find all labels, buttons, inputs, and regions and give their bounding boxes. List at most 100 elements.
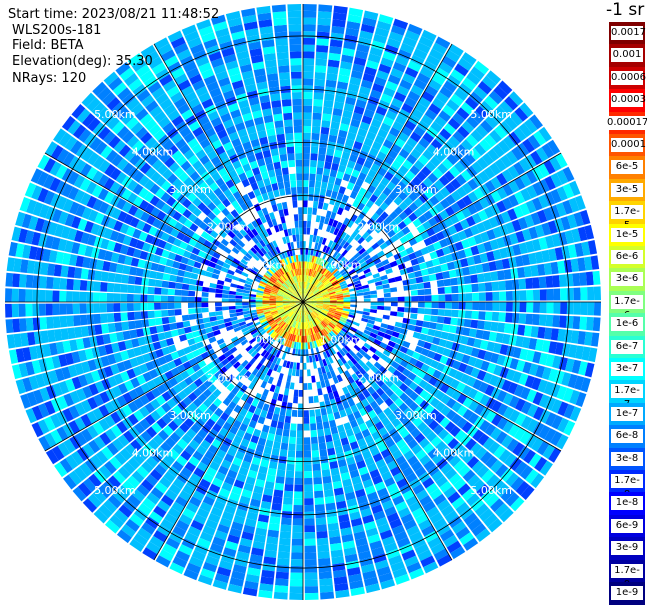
- ppi-cell: [42, 343, 52, 357]
- ppi-cell: [287, 311, 294, 317]
- ppi-cell: [260, 340, 267, 348]
- ppi-cell: [410, 54, 425, 66]
- ppi-cell: [253, 352, 261, 360]
- ppi-cell: [197, 428, 208, 439]
- ppi-cell: [346, 181, 355, 191]
- ppi-cell: [370, 294, 378, 299]
- ppi-cell: [255, 362, 263, 371]
- ppi-cell: [316, 537, 329, 546]
- ppi-cell: [241, 531, 254, 541]
- ppi-cell: [275, 350, 281, 358]
- ppi-cell: [343, 251, 351, 259]
- ppi-cell: [79, 280, 88, 291]
- ppi-cell: [334, 360, 341, 369]
- ppi-cell: [318, 314, 325, 321]
- ppi-cell: [169, 531, 184, 544]
- ppi-cell: [350, 214, 358, 223]
- ppi-cell: [377, 357, 386, 366]
- ppi-cell: [356, 156, 366, 166]
- ppi-cell: [126, 475, 140, 489]
- ppi-cell: [317, 388, 323, 396]
- ppi-cell: [310, 276, 314, 284]
- ppi-cell: [242, 352, 251, 360]
- ppi-cell: [344, 345, 351, 353]
- ppi-cell: [499, 224, 509, 236]
- ppi-cell: [446, 99, 460, 112]
- ppi-cell: [342, 443, 352, 453]
- ppi-cell: [444, 450, 457, 463]
- ppi-cell: [303, 112, 312, 120]
- ppi-cell: [130, 377, 141, 389]
- ppi-cell: [308, 403, 315, 411]
- ppi-cell: [497, 322, 506, 333]
- ppi-cell: [333, 5, 348, 15]
- ppi-cell: [437, 163, 449, 175]
- ppi-cell: [445, 182, 456, 194]
- ppi-cell: [174, 309, 182, 316]
- ppi-cell: [471, 283, 479, 293]
- ppi-cell: [403, 407, 414, 418]
- ppi-cell: [344, 450, 354, 459]
- ppi-cell: [157, 332, 166, 341]
- ppi-cell: [120, 312, 128, 322]
- ppi-cell: [423, 314, 431, 322]
- ppi-cell: [360, 320, 368, 326]
- ppi-cell: [380, 353, 389, 362]
- ppi-cell: [401, 102, 414, 114]
- ppi-cell: [411, 302, 419, 308]
- ppi-cell: [439, 238, 449, 248]
- ppi-cell: [133, 397, 144, 409]
- ppi-cell: [464, 152, 476, 165]
- ppi-cell: [304, 518, 315, 526]
- ppi-cell: [269, 384, 276, 393]
- ppi-cell: [399, 235, 409, 244]
- ppi-cell: [353, 354, 361, 363]
- ppi-cell: [278, 456, 287, 464]
- ppi-cell: [470, 319, 479, 329]
- ppi-cell: [363, 342, 372, 350]
- ppi-cell: [217, 383, 226, 393]
- ppi-cell: [316, 264, 322, 272]
- ppi-cell: [249, 463, 260, 473]
- ppi-cell: [311, 327, 316, 335]
- ppi-cell: [508, 334, 518, 346]
- ppi-cell: [331, 556, 345, 565]
- ppi-cell: [524, 118, 538, 134]
- ppi-cell: [288, 311, 294, 318]
- ppi-cell: [221, 511, 234, 522]
- ppi-cell: [438, 110, 452, 123]
- ppi-cell: [358, 501, 370, 511]
- ppi-cell: [303, 369, 307, 377]
- ppi-cell: [340, 61, 353, 70]
- ppi-cell: [287, 326, 292, 333]
- ppi-cell: [323, 427, 332, 436]
- ppi-cell: [496, 390, 508, 403]
- ppi-cell: [329, 169, 338, 178]
- ppi-cell: [350, 70, 363, 80]
- ppi-cell: [378, 365, 388, 375]
- ppi-cell: [288, 333, 293, 341]
- ppi-cell: [251, 547, 264, 557]
- ppi-cell: [62, 408, 74, 422]
- ppi-cell: [380, 323, 389, 329]
- ppi-cell: [295, 450, 303, 458]
- ppi-cell: [209, 282, 217, 289]
- ppi-cell: [309, 234, 314, 242]
- ppi-cell: [286, 309, 293, 314]
- ppi-cell: [337, 388, 345, 397]
- ppi-cell: [346, 21, 361, 31]
- ppi-cell: [347, 219, 355, 228]
- ppi-cell: [343, 422, 352, 431]
- ppi-cell: [505, 302, 513, 312]
- ppi-cell: [74, 362, 84, 376]
- ppi-cell: [396, 364, 406, 374]
- ppi-cell: [268, 426, 277, 435]
- ppi-cell: [360, 196, 369, 206]
- ppi-cell: [445, 206, 455, 217]
- ppi-cell: [65, 454, 79, 470]
- ppi-cell: [336, 237, 344, 245]
- ppi-cell: [399, 392, 409, 402]
- ppi-cell: [388, 220, 398, 229]
- ppi-cell: [344, 370, 351, 378]
- ppi-cell: [160, 295, 168, 302]
